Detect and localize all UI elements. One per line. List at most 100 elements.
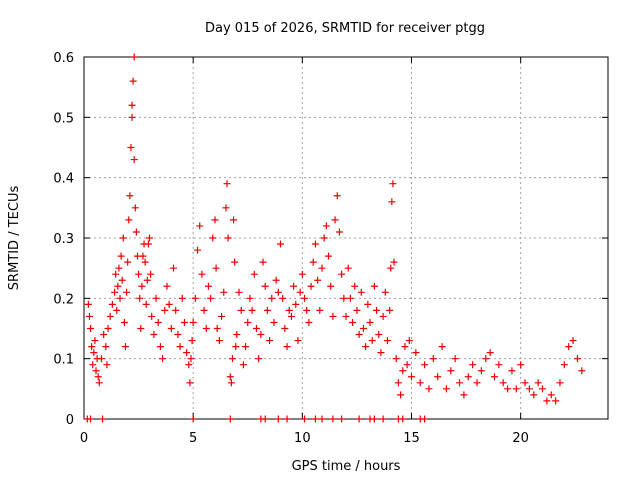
data-point	[211, 216, 219, 224]
data-point	[148, 312, 156, 320]
data-point	[250, 270, 258, 278]
data-point	[314, 276, 322, 284]
data-point	[272, 276, 280, 284]
data-point	[373, 306, 381, 314]
data-point	[87, 415, 95, 423]
data-point	[366, 318, 374, 326]
data-point	[281, 325, 289, 332]
data-point	[143, 276, 151, 284]
data-point	[277, 240, 284, 248]
data-point	[327, 282, 335, 290]
y-tick-label: 0.6	[53, 51, 74, 66]
data-point	[322, 222, 330, 230]
data-point	[349, 318, 357, 326]
data-point	[183, 349, 191, 357]
y-tick-label: 0	[66, 413, 74, 428]
data-point	[103, 361, 111, 369]
data-point	[486, 349, 494, 357]
data-point	[209, 234, 217, 242]
data-point	[224, 234, 232, 242]
data-point	[202, 325, 210, 332]
data-point	[379, 312, 387, 320]
y-tick-label: 0.2	[53, 292, 74, 307]
data-point	[311, 240, 319, 248]
data-point	[180, 318, 188, 326]
data-point	[292, 300, 300, 308]
data-point	[144, 240, 152, 248]
data-point	[521, 379, 529, 387]
x-tick-label: 20	[512, 431, 529, 446]
data-point	[318, 264, 326, 272]
y-tick-label: 0.5	[53, 111, 74, 126]
data-point	[274, 415, 282, 423]
data-point	[163, 282, 171, 290]
data-point	[137, 325, 145, 332]
data-point	[204, 282, 212, 290]
data-point	[543, 397, 551, 405]
y-axis-label: SRMTID / TECUs	[7, 186, 22, 291]
data-point	[125, 216, 133, 224]
data-point	[296, 288, 304, 296]
data-point	[333, 192, 341, 200]
data-point	[106, 312, 114, 320]
data-point	[517, 361, 525, 369]
data-point	[231, 258, 239, 266]
data-point	[429, 355, 437, 363]
data-point	[569, 337, 577, 345]
data-point	[359, 325, 367, 332]
data-point	[408, 373, 415, 381]
data-point	[150, 331, 158, 339]
data-point	[270, 318, 278, 326]
data-point	[460, 391, 468, 399]
data-point	[290, 282, 298, 290]
data-point	[127, 144, 135, 151]
data-point	[294, 337, 302, 345]
data-point	[316, 306, 324, 314]
data-point	[346, 294, 354, 302]
data-point	[451, 355, 459, 363]
data-point	[111, 288, 119, 296]
data-point	[255, 355, 263, 363]
data-point	[539, 385, 546, 393]
data-point	[447, 367, 455, 375]
data-point	[469, 361, 477, 369]
data-point	[123, 288, 131, 296]
data-point	[141, 258, 149, 266]
data-point	[512, 385, 520, 393]
data-point	[499, 379, 507, 387]
data-point	[259, 258, 267, 266]
data-point	[565, 343, 573, 351]
data-point	[142, 300, 150, 308]
data-point	[119, 234, 127, 242]
data-point	[525, 385, 533, 393]
data-point	[121, 343, 129, 351]
data-point	[174, 331, 182, 339]
data-point	[108, 300, 116, 308]
data-point	[242, 343, 250, 351]
data-point	[128, 113, 136, 121]
data-point	[303, 306, 311, 314]
data-point	[547, 391, 555, 399]
data-point	[159, 355, 167, 363]
data-point	[147, 270, 155, 278]
data-point	[92, 367, 100, 375]
data-point	[425, 385, 433, 393]
data-point	[388, 198, 396, 206]
data-point	[87, 325, 95, 332]
data-point	[170, 264, 178, 272]
data-point	[353, 306, 361, 314]
data-point	[311, 415, 319, 423]
data-point	[239, 361, 247, 369]
data-point	[161, 306, 169, 314]
data-point	[154, 318, 162, 326]
data-point	[138, 282, 146, 290]
data-point	[213, 325, 221, 332]
data-point	[99, 415, 107, 423]
data-point	[355, 415, 363, 423]
data-point	[118, 276, 126, 284]
data-point	[530, 391, 538, 399]
data-point	[394, 379, 402, 387]
data-point	[235, 288, 243, 296]
data-point	[248, 306, 256, 314]
data-point	[351, 282, 359, 290]
